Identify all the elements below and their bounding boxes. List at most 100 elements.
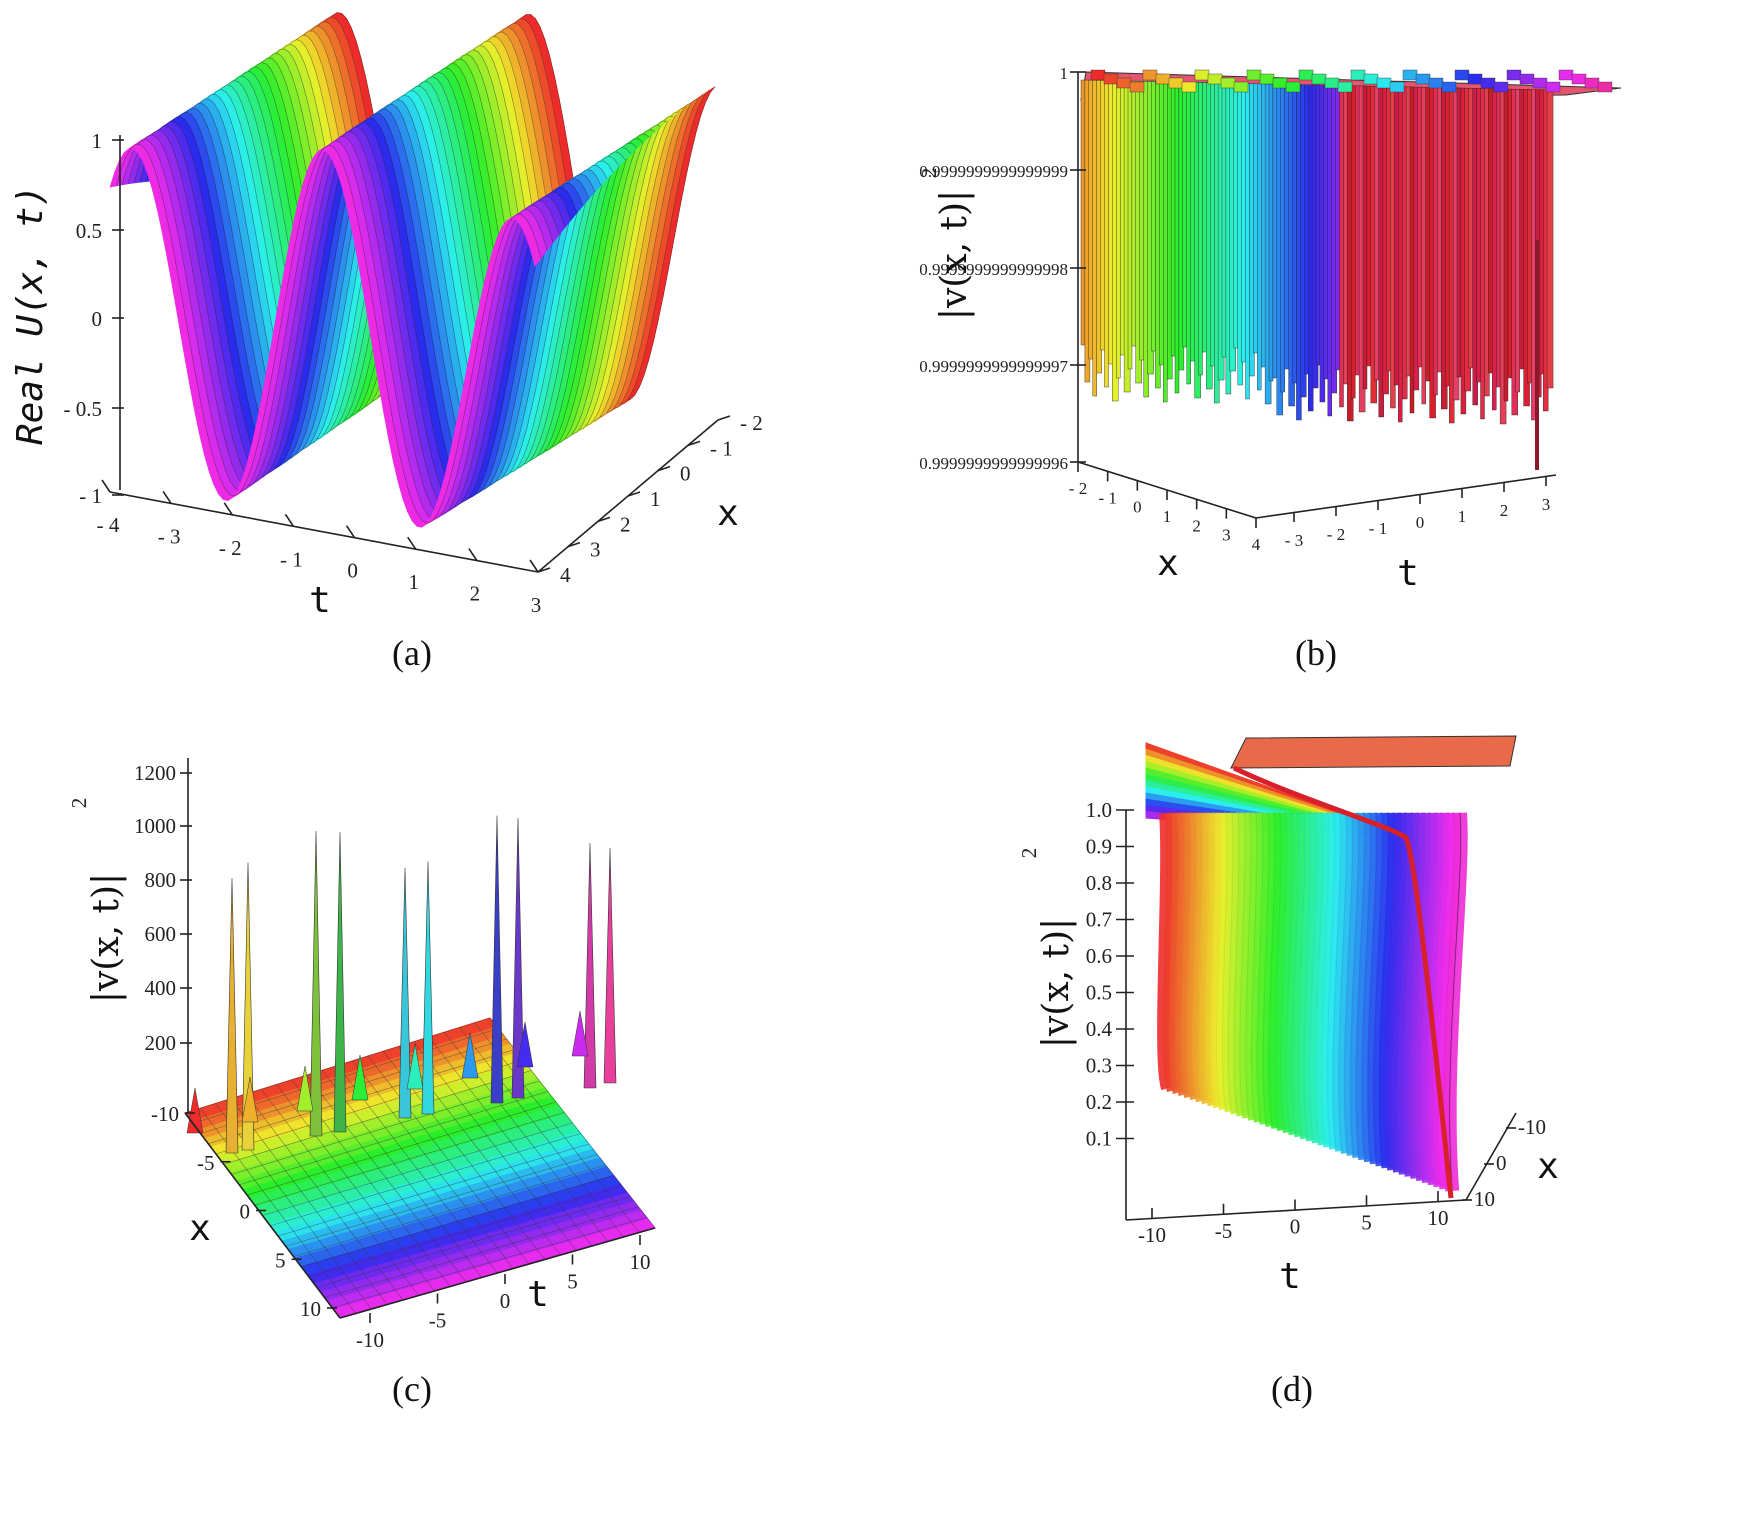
top-mesh-cell [1129, 81, 1145, 93]
spike-column [1351, 85, 1356, 399]
z-axis-title: |v(x, t)| [1036, 918, 1077, 1048]
top-mesh-cell [1259, 73, 1275, 85]
z-tick-label: 0.4 [1086, 1017, 1113, 1041]
spike-column [1245, 83, 1250, 400]
x-tick-label: 0 [1133, 498, 1142, 517]
fold-edge [1232, 765, 1454, 1199]
t-tick-label: 0 [1416, 513, 1425, 532]
spike [511, 817, 525, 1099]
top-mesh-cell [1220, 77, 1236, 89]
mesh-line [145, 121, 572, 503]
z-tick-label: 600 [145, 922, 177, 946]
mesh-line [151, 116, 578, 499]
z-axis-title: Real U(x, t) [10, 185, 51, 445]
curtain-line [1449, 812, 1462, 1191]
x-tick-label: 2 [1192, 516, 1201, 535]
z-tick-label: 200 [145, 1031, 177, 1055]
top-mesh-cell [1350, 69, 1366, 81]
grid-line [428, 1036, 593, 1247]
t-tick-label: - 3 [1285, 531, 1303, 550]
t-tick-label: -5 [429, 1309, 447, 1333]
caption-a: (a) [392, 633, 432, 673]
t-tick-label: -5 [1215, 1219, 1233, 1243]
top-mesh-cell [1116, 77, 1132, 89]
x-tick-mark [597, 516, 611, 523]
z-tick-label: - 1 [79, 484, 102, 508]
x-tick-label: 0 [1496, 1151, 1507, 1175]
t-tick-label: 0 [1290, 1215, 1301, 1239]
top-mesh-cell [1480, 77, 1496, 89]
t-tick-label: 10 [1428, 1206, 1449, 1230]
spike-column [1315, 84, 1321, 366]
spike-column [1527, 89, 1532, 384]
ripple [461, 1032, 479, 1079]
x-axis-title: x [189, 1208, 211, 1249]
t-tick-label: - 4 [97, 513, 120, 537]
z-tick-label: 1 [92, 129, 103, 153]
spike-column [1421, 87, 1426, 405]
x-tick-label: - 1 [710, 436, 733, 460]
spike [583, 842, 597, 1089]
top-mesh-cell [1233, 81, 1249, 93]
t-tick-label: 3 [1542, 495, 1551, 514]
x-tick-label: - 2 [740, 411, 763, 435]
z-tick-label: 0.9999999999999997 [919, 357, 1068, 376]
top-mesh-cell [1142, 69, 1158, 81]
top-mesh-cell [1207, 73, 1223, 85]
top-mesh-cell [1402, 69, 1418, 81]
top-mesh-cell [1272, 77, 1288, 89]
grid-line [316, 1196, 631, 1288]
spike-column [1280, 84, 1285, 393]
grid-line [459, 1027, 624, 1238]
t-tick-mark [223, 502, 233, 516]
top-mesh-cell [1415, 73, 1431, 85]
grid-line [270, 1133, 581, 1227]
top-mesh-cell [1467, 73, 1483, 85]
top-mesh-cell [1389, 81, 1405, 93]
caption-d: (d) [1271, 1369, 1313, 1409]
z-tick-label: 1.0 [1086, 798, 1112, 822]
spike-column [1445, 87, 1450, 387]
spike [421, 861, 435, 1115]
z-tick-label: 0.3 [1086, 1054, 1112, 1078]
top-mesh-cell [1376, 77, 1392, 89]
spike [398, 867, 412, 1119]
spike-column [1174, 81, 1180, 394]
spike-column [1139, 81, 1144, 361]
top-mesh-cell [1311, 73, 1327, 85]
t-tick-label: 0 [500, 1289, 511, 1313]
t-tick-label: 2 [1500, 501, 1509, 520]
z-tick-label: 1000 [134, 814, 176, 838]
ripple [296, 1065, 314, 1112]
spike-column [1257, 83, 1262, 391]
x-axis-title: x [717, 493, 739, 534]
x-tick-label: 4 [1252, 535, 1261, 554]
chart-d-svg: 1.0 0.9 0.8 0.7 0.6 0.5 0.4 0.3 0.2 0.1 -10 -5 0 5 10 -… [1017, 735, 1559, 1297]
spike-column [1292, 84, 1297, 384]
x-tick-label: 1 [1163, 507, 1172, 526]
z-tick-label: 400 [145, 976, 177, 1000]
caption-c: (c) [392, 1369, 432, 1409]
z-axis-title: |v(x, t)| [86, 873, 127, 1003]
top-mesh-cell [1532, 77, 1548, 89]
x-axis-line [184, 1112, 341, 1319]
t-tick-label: - 1 [1369, 519, 1387, 538]
x-tick-mark [687, 440, 701, 447]
grid-line [293, 1164, 606, 1257]
x-tick-label: - 2 [1069, 479, 1087, 498]
t-tick-label: -10 [356, 1328, 384, 1352]
t-tick-label: - 2 [219, 536, 242, 560]
t-axis-line [1125, 1199, 1467, 1221]
spike [241, 862, 255, 1151]
spike [333, 831, 347, 1133]
spike-column [1468, 88, 1473, 369]
z-tick-label: 0.7 [1086, 908, 1112, 932]
spike-column [1163, 81, 1168, 403]
x-tick-label: 2 [620, 512, 631, 536]
chart-b-svg: 1 0.9999999999999999 0.9999999999999998 0.9… [917, 64, 1622, 594]
z-tick-label: 0.6 [1086, 944, 1112, 968]
spike [225, 877, 239, 1154]
top-mesh-cell [1545, 81, 1561, 93]
ripple [351, 1054, 369, 1101]
x-tick-mark [537, 567, 551, 573]
